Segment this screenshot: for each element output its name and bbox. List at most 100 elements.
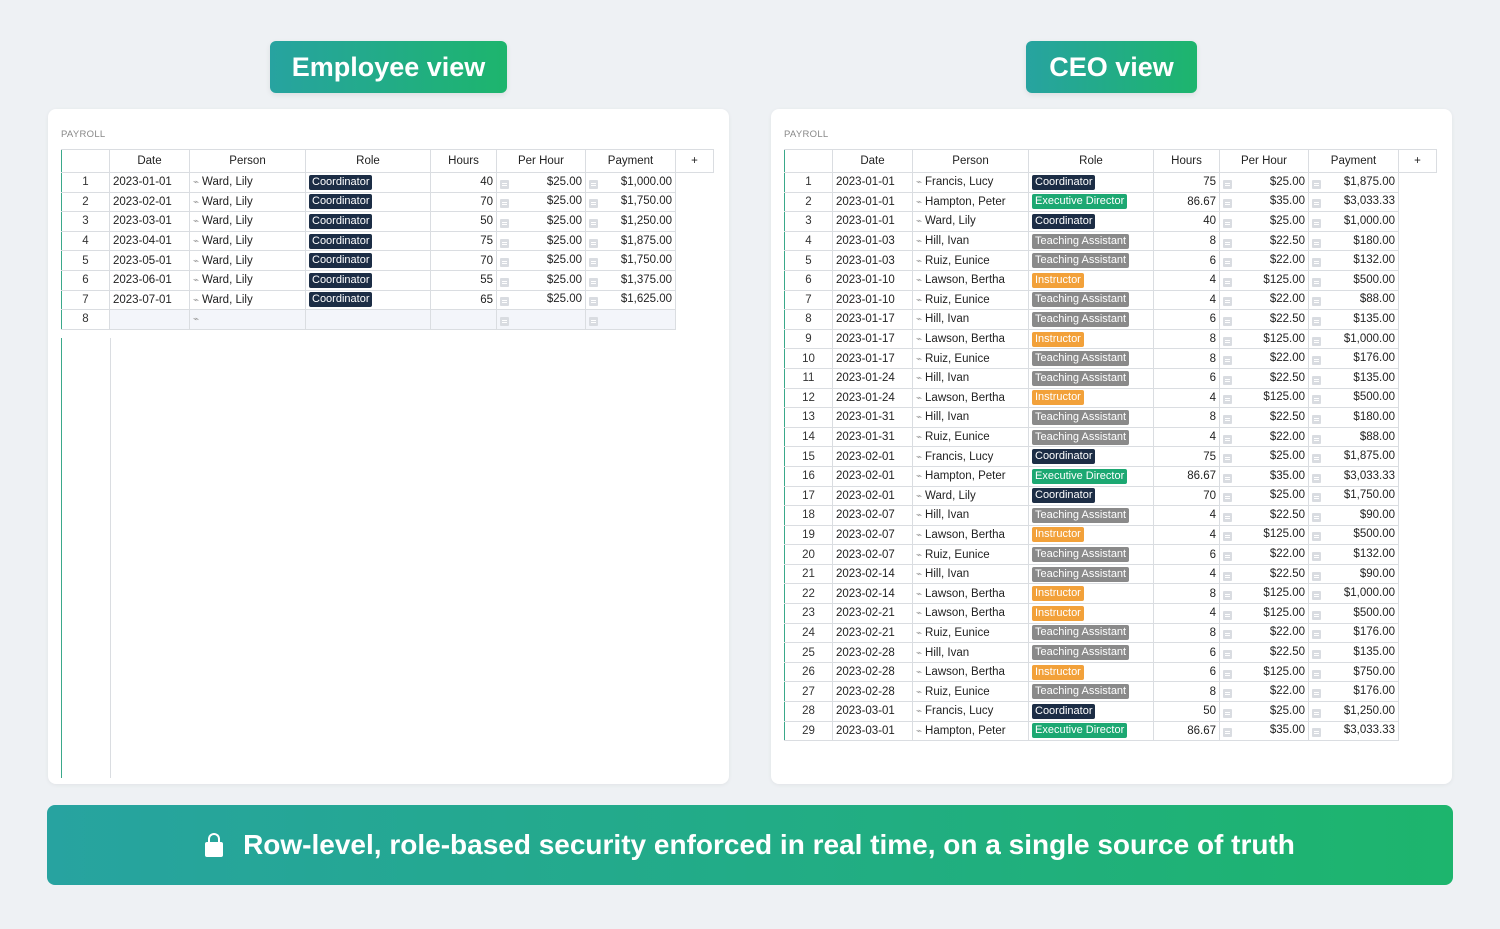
person-cell[interactable]: ⌁ Hill, Ivan <box>912 642 1029 663</box>
person-cell[interactable]: ⌁ Hill, Ivan <box>912 230 1029 252</box>
person-cell[interactable]: ⌁ Lawson, Bertha <box>912 328 1029 350</box>
date-cell[interactable]: 2023-02-28 <box>832 642 913 663</box>
hours-cell[interactable]: 8 <box>1153 583 1220 605</box>
hours-cell[interactable]: 86.67 <box>1153 191 1220 213</box>
role-cell[interactable]: Teaching Assistant <box>1028 230 1154 252</box>
per-hour-cell[interactable]: $22.50 <box>1219 230 1309 252</box>
per-hour-cell[interactable]: $25.00 <box>496 289 586 311</box>
table-row[interactable]: 12 2023-01-24 ⌁ Lawson, Bertha Instructor 4 $1… <box>784 387 1437 409</box>
person-cell[interactable]: ⌁ Ruiz, Eunice <box>912 426 1029 448</box>
payment-cell[interactable]: $135.00 <box>1308 309 1399 330</box>
person-cell[interactable]: ⌁ Francis, Lucy <box>912 446 1029 467</box>
per-hour-cell[interactable]: $125.00 <box>1219 661 1309 683</box>
hours-cell[interactable]: 86.67 <box>1153 465 1220 487</box>
date-cell[interactable]: 2023-02-14 <box>832 563 913 585</box>
person-cell[interactable]: ⌁ Ward, Lily <box>189 269 306 291</box>
table-row[interactable]: 14 2023-01-31 ⌁ Ruiz, Eunice Teaching Assist… <box>784 426 1437 448</box>
table-row[interactable]: 17 2023-02-01 ⌁ Ward, Lily Coordinator 70 $25.… <box>784 485 1437 507</box>
hours-cell[interactable]: 70 <box>430 191 497 213</box>
per-hour-cell[interactable] <box>496 309 586 330</box>
role-cell[interactable]: Teaching Assistant <box>1028 367 1154 389</box>
role-cell[interactable]: Teaching Assistant <box>1028 622 1154 644</box>
role-cell[interactable]: Coordinator <box>305 230 431 252</box>
role-cell[interactable]: Executive Director <box>1028 465 1154 487</box>
payment-cell[interactable]: $180.00 <box>1308 230 1399 252</box>
payment-cell[interactable]: $3,033.33 <box>1308 465 1399 487</box>
table-row[interactable]: 11 2023-01-24 ⌁ Hill, Ivan Teaching Assistan… <box>784 367 1437 389</box>
per-hour-cell[interactable]: $22.50 <box>1219 407 1309 428</box>
hours-cell[interactable]: 4 <box>1153 563 1220 585</box>
hours-cell[interactable]: 4 <box>1153 269 1220 291</box>
payment-cell[interactable]: $750.00 <box>1308 661 1399 683</box>
person-cell[interactable]: ⌁ Ward, Lily <box>189 191 306 213</box>
per-hour-cell[interactable]: $25.00 <box>1219 172 1309 193</box>
table-row[interactable]: 23 2023-02-21 ⌁ Lawson, Bertha Instructor 4 $1… <box>784 603 1437 624</box>
hours-cell[interactable]: 4 <box>1153 387 1220 409</box>
per-hour-cell[interactable]: $22.50 <box>1219 505 1309 526</box>
payment-cell[interactable]: $132.00 <box>1308 544 1399 565</box>
person-cell[interactable]: ⌁ Ruiz, Eunice <box>912 681 1029 703</box>
date-cell[interactable]: 2023-01-31 <box>832 407 913 428</box>
table-row[interactable]: 15 2023-02-01 ⌁ Francis, Lucy Coordinator 75 $… <box>784 446 1437 467</box>
role-cell[interactable]: Teaching Assistant <box>1028 544 1154 565</box>
date-cell[interactable] <box>109 309 190 330</box>
per-hour-cell[interactable]: $22.50 <box>1219 309 1309 330</box>
person-cell[interactable]: ⌁ Ward, Lily <box>912 211 1029 232</box>
date-cell[interactable]: 2023-01-01 <box>832 191 913 213</box>
per-hour-cell[interactable]: $35.00 <box>1219 720 1309 742</box>
payment-cell[interactable]: $176.00 <box>1308 348 1399 369</box>
per-hour-cell[interactable]: $25.00 <box>496 191 586 213</box>
payment-cell[interactable]: $1,000.00 <box>585 172 676 193</box>
per-hour-cell[interactable]: $25.00 <box>496 230 586 252</box>
date-cell[interactable]: 2023-01-10 <box>832 269 913 291</box>
date-cell[interactable]: 2023-01-31 <box>832 426 913 448</box>
payment-cell[interactable]: $1,750.00 <box>1308 485 1399 507</box>
date-cell[interactable]: 2023-01-17 <box>832 348 913 369</box>
role-cell[interactable]: Instructor <box>1028 661 1154 683</box>
hours-cell[interactable] <box>430 309 497 330</box>
person-cell[interactable]: ⌁ Lawson, Bertha <box>912 524 1029 546</box>
role-cell[interactable]: Coordinator <box>1028 485 1154 507</box>
table-row[interactable]: 9 2023-01-17 ⌁ Lawson, Bertha Instructor 8 $12… <box>784 328 1437 350</box>
role-cell[interactable]: Teaching Assistant <box>1028 563 1154 585</box>
hours-cell[interactable]: 4 <box>1153 603 1220 624</box>
date-cell[interactable]: 2023-02-14 <box>832 583 913 605</box>
person-cell[interactable]: ⌁ Lawson, Bertha <box>912 583 1029 605</box>
hours-cell[interactable]: 6 <box>1153 250 1220 271</box>
table-row[interactable]: 2 2023-01-01 ⌁ Hampton, Peter Executive Dire… <box>784 191 1437 213</box>
table-row[interactable]: 5 2023-01-03 ⌁ Ruiz, Eunice Teaching Assista… <box>784 250 1437 271</box>
table-row[interactable]: 7 2023-07-01 ⌁ Ward, Lily Coordinator 65 $25.0… <box>61 289 714 311</box>
date-cell[interactable]: 2023-02-01 <box>832 485 913 507</box>
person-cell[interactable]: ⌁ Lawson, Bertha <box>912 269 1029 291</box>
date-cell[interactable]: 2023-03-01 <box>109 211 190 232</box>
add-column-button[interactable]: + <box>675 149 714 173</box>
per-hour-cell[interactable]: $125.00 <box>1219 583 1309 605</box>
role-cell[interactable]: Coordinator <box>305 250 431 271</box>
role-cell[interactable] <box>305 309 431 330</box>
new-row[interactable]: 8 ⌁ <box>61 309 714 330</box>
per-hour-cell[interactable]: $22.50 <box>1219 367 1309 389</box>
payment-cell[interactable]: $88.00 <box>1308 289 1399 311</box>
payment-cell[interactable]: $1,875.00 <box>1308 172 1399 193</box>
hours-cell[interactable]: 6 <box>1153 544 1220 565</box>
person-cell[interactable]: ⌁ Ruiz, Eunice <box>912 622 1029 644</box>
hours-cell[interactable]: 6 <box>1153 367 1220 389</box>
role-cell[interactable]: Coordinator <box>1028 211 1154 232</box>
role-cell[interactable]: Instructor <box>1028 328 1154 350</box>
payment-cell[interactable]: $1,625.00 <box>585 289 676 311</box>
table-row[interactable]: 1 2023-01-01 ⌁ Ward, Lily Coordinator 40 $25.0… <box>61 172 714 193</box>
role-cell[interactable]: Executive Director <box>1028 720 1154 742</box>
hours-cell[interactable]: 86.67 <box>1153 720 1220 742</box>
person-cell[interactable]: ⌁ Hill, Ivan <box>912 407 1029 428</box>
date-cell[interactable]: 2023-01-17 <box>832 328 913 350</box>
payment-cell[interactable]: $1,250.00 <box>1308 701 1399 722</box>
date-cell[interactable]: 2023-03-01 <box>832 720 913 742</box>
payment-cell[interactable]: $132.00 <box>1308 250 1399 271</box>
payment-cell[interactable]: $1,250.00 <box>585 211 676 232</box>
per-hour-cell[interactable]: $125.00 <box>1219 603 1309 624</box>
hours-cell[interactable]: 40 <box>430 172 497 193</box>
date-cell[interactable]: 2023-06-01 <box>109 269 190 291</box>
per-hour-cell[interactable]: $22.00 <box>1219 426 1309 448</box>
table-row[interactable]: 27 2023-02-28 ⌁ Ruiz, Eunice Teaching Assist… <box>784 681 1437 703</box>
payment-cell[interactable]: $500.00 <box>1308 524 1399 546</box>
